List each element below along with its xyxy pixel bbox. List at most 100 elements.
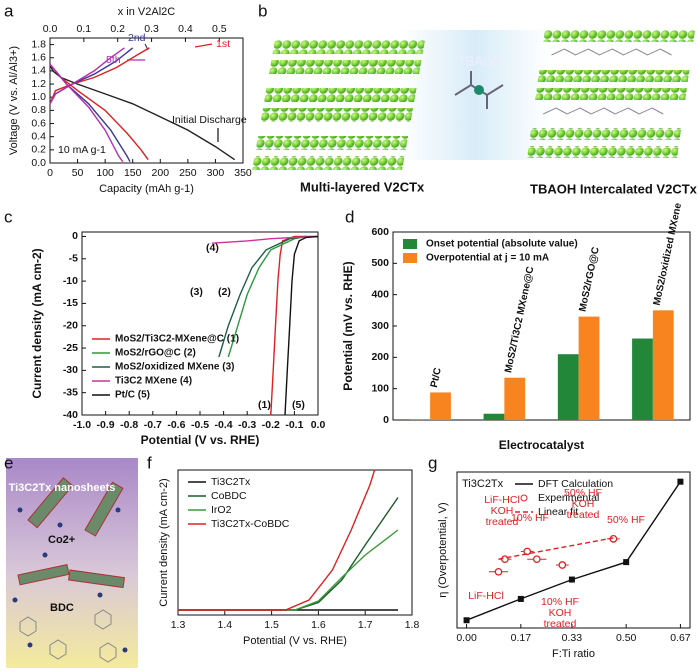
- x-axis-label: F:Ti ratio: [552, 648, 595, 660]
- y-axis-label: Potential (mV vs. RHE): [341, 261, 355, 390]
- x2-tick-label: 0.5: [212, 23, 227, 35]
- marker: [623, 559, 630, 566]
- legend-swatch: [403, 253, 417, 263]
- x-tick-label: -0.6: [167, 419, 185, 431]
- panel-e-illustration: Ti3C2Tx nanosheets Co2+ BDC: [6, 458, 138, 668]
- category-label: MoS2/oxidized MXene: [652, 202, 685, 307]
- category-label: Pt/C: [429, 367, 444, 389]
- annotation: 5th: [106, 54, 121, 66]
- y-tick-label: -30: [63, 364, 78, 376]
- x-tick-label: 1.3: [171, 619, 186, 631]
- marker: [523, 547, 532, 556]
- plot-frame: [177, 469, 413, 616]
- legend-swatch: [403, 239, 417, 249]
- panel-label: e: [4, 453, 13, 472]
- y-tick-label: 0: [383, 414, 389, 426]
- x-tick-label: 350: [234, 167, 252, 179]
- y-tick-label: -20: [63, 320, 78, 332]
- x-tick-label: 0.67: [670, 632, 691, 644]
- y-tick-label: -5: [69, 253, 78, 265]
- x-tick-label: -0.4: [215, 419, 233, 431]
- x2-tick-label: 0.2: [110, 23, 125, 35]
- annotation: 10% HF: [541, 596, 579, 608]
- x-tick-label: 0.50: [616, 632, 637, 644]
- series-line: [49, 47, 125, 105]
- legend-label: Overpotential at j = 10 mA: [426, 253, 549, 264]
- annotation: treated: [567, 509, 600, 521]
- panel-label: d: [345, 207, 354, 226]
- x-tick-label: 0: [47, 167, 53, 179]
- annotation: treated: [486, 516, 519, 528]
- x-tick-label: 300: [207, 167, 225, 179]
- legend-label: Ti3C2 MXene (4): [115, 376, 192, 387]
- series-line: [284, 235, 319, 416]
- y-tick-label: 0.6: [31, 117, 46, 129]
- x-tick-label: -0.3: [238, 419, 256, 431]
- annotation: Initial Discharge: [172, 114, 247, 126]
- legend-label: MoS2/oxidized MXene (3): [115, 362, 234, 373]
- x-tick-label: -0.9: [97, 419, 115, 431]
- annotation: KOH: [549, 607, 572, 619]
- legend-label: IrO2: [211, 504, 232, 516]
- legend-label: CoBDC: [211, 490, 247, 502]
- x-tick-label: 1.6: [311, 619, 326, 631]
- marker: [463, 617, 470, 624]
- category-label: MoS2/Ti3C2 MXene@C: [503, 265, 536, 373]
- y-tick-label: 0.0: [31, 157, 46, 169]
- y-tick-label: 1.6: [31, 52, 46, 64]
- marker: [494, 567, 503, 576]
- bar: [483, 413, 505, 420]
- series-line: [211, 235, 319, 244]
- tbaoh-label: TBAOH: [458, 53, 503, 68]
- legend-label: MoS2/Ti3C2-MXene@C (1): [115, 334, 239, 345]
- x2-tick-label: 0.0: [43, 23, 58, 35]
- bar: [409, 419, 431, 420]
- y-tick-label: 0.8: [31, 104, 46, 116]
- y-tick-label: 500: [371, 257, 389, 269]
- marker: [677, 478, 684, 485]
- x-axis-label: Potential (V vs. RHE): [243, 635, 347, 647]
- series-line: [49, 63, 124, 163]
- x-tick-label: 1.4: [217, 619, 232, 631]
- plot-frame: [49, 37, 244, 164]
- series-line: [218, 235, 307, 358]
- legend-label: Linear fit: [538, 506, 578, 518]
- legend-label: MoS2/rGO@C (2): [115, 348, 196, 359]
- marker: [558, 561, 567, 569]
- y-tick-label: 1.8: [31, 38, 46, 50]
- series-line: [270, 235, 318, 416]
- annotation: 1st: [216, 38, 230, 50]
- y-tick-label: -10: [63, 275, 78, 287]
- y-tick-label: 0: [72, 230, 78, 242]
- panel-label: a: [4, 1, 14, 20]
- panel-label: g: [428, 453, 437, 472]
- x-tick-label: 250: [179, 167, 197, 179]
- right-caption: TBAOH Intercalated V2CTx: [530, 181, 698, 196]
- panel-label: b: [258, 1, 267, 20]
- legend-label: DFT Calculation: [538, 478, 613, 490]
- y-tick-label: -15: [63, 297, 78, 309]
- y-axis-label: η (Overpotential, V): [437, 502, 449, 597]
- x2-tick-label: 0.1: [77, 23, 92, 35]
- marker: [517, 595, 524, 602]
- x-axis-label: Capacity (mAh g-1): [99, 183, 194, 195]
- marker: [532, 555, 541, 564]
- annotation: (1): [258, 399, 271, 411]
- y-tick-label: -40: [63, 409, 78, 421]
- panel-b-illustration: TBAOH Multi-layered V2CTx TBAOH Intercal…: [252, 30, 698, 196]
- annotation: 50% HF: [564, 487, 602, 499]
- series-line: [178, 469, 376, 611]
- bar: [578, 316, 600, 420]
- bar: [430, 392, 451, 420]
- y-tick-label: -25: [63, 342, 78, 354]
- y-tick-label: 0.4: [31, 130, 46, 142]
- annotation: (4): [206, 242, 219, 254]
- annotation: 50% HF: [607, 514, 645, 526]
- annotation: treated: [544, 618, 577, 630]
- legend-label: Onset potential (absolute value): [426, 239, 578, 250]
- x-tick-label: -0.2: [262, 419, 280, 431]
- y-tick-label: 100: [371, 382, 389, 394]
- x-tick-label: -0.5: [191, 419, 209, 431]
- y-tick-label: 300: [371, 320, 389, 332]
